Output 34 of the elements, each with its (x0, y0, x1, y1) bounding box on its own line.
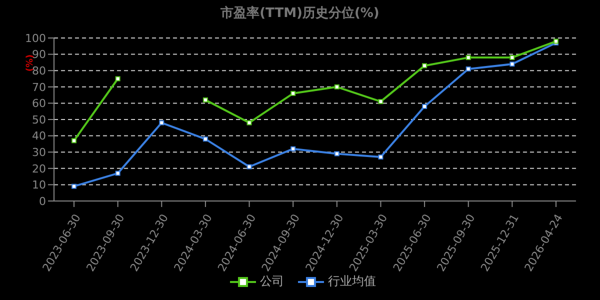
point (510, 62, 515, 67)
point (378, 154, 384, 160)
point (334, 151, 340, 156)
point (115, 170, 120, 176)
y-tick-label: 60 (32, 97, 46, 110)
y-tick-label: 30 (32, 146, 46, 160)
y-tick-label: 100 (25, 32, 46, 45)
y-tick-label: 90 (32, 48, 46, 62)
y-tick-label: 0 (39, 194, 46, 208)
point (290, 146, 296, 152)
point (72, 138, 76, 144)
point (159, 120, 164, 126)
legend-label: 公司 (259, 273, 284, 290)
chart-title: 市盈率(TTM)历史分位(%) (220, 4, 380, 22)
y-tick-label: 70 (32, 80, 46, 94)
y-tick-label: 10 (32, 178, 46, 192)
point (466, 55, 471, 60)
point (246, 120, 252, 126)
point (378, 99, 384, 104)
y-tick-label: 40 (32, 130, 46, 143)
point (334, 84, 340, 90)
point (422, 63, 428, 68)
legend-label: 行业均值 (327, 273, 376, 290)
point (466, 66, 471, 72)
y-tick-label: 50 (32, 113, 46, 126)
point (115, 76, 120, 82)
point (202, 97, 208, 102)
point (510, 55, 515, 60)
point (422, 104, 428, 109)
point (72, 184, 76, 189)
point (290, 90, 296, 96)
y-tick-label: 20 (32, 162, 46, 176)
point (246, 164, 252, 170)
point (202, 136, 208, 142)
